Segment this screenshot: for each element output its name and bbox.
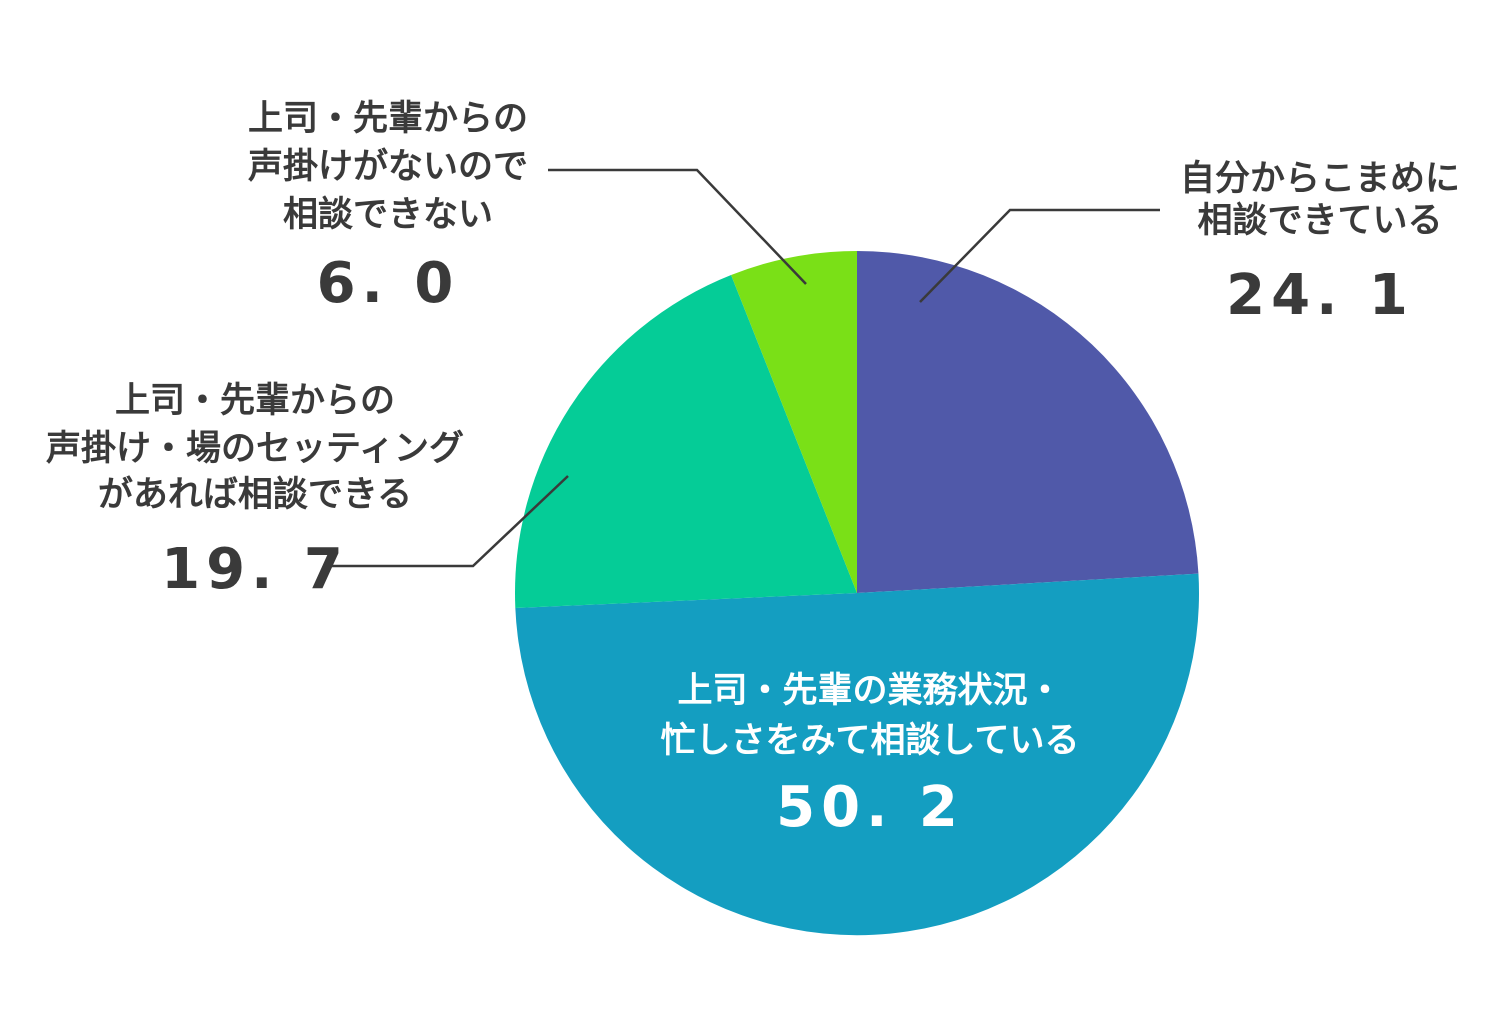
slice-label-2-line-1: 上司・先輩の業務状況・ xyxy=(677,671,1062,711)
slice-label-3-line-2: 声掛け・場のセッティング xyxy=(46,429,464,469)
slice-value-2: 50. 2 xyxy=(776,775,964,840)
slice-label-3-line-1: 上司・先輩からの xyxy=(115,381,395,421)
leader-line-3 xyxy=(328,475,569,568)
pie-slice-3 xyxy=(514,275,857,609)
slice-value-3: 19. 7 xyxy=(161,537,349,602)
slice-label-1-line-2: 相談できている xyxy=(1197,201,1442,241)
leader-line-1 xyxy=(919,208,1160,303)
leader-lines xyxy=(328,168,1160,568)
slice-label-2-line-2: 忙しさをみて相談している xyxy=(661,721,1080,761)
pie-slice-1 xyxy=(857,251,1199,593)
slice-label-4-line-1: 上司・先輩からの xyxy=(248,99,528,139)
pie-slices xyxy=(514,251,1200,936)
slice-label-3-line-3: があれば相談できる xyxy=(98,475,412,515)
slice-label-1-line-1: 自分からこまめに xyxy=(1180,159,1460,199)
slice-value-4: 6. 0 xyxy=(317,251,460,316)
slice-value-1: 24. 1 xyxy=(1226,263,1414,328)
leader-line-4 xyxy=(548,168,807,285)
slice-label-4-line-3: 相談できない xyxy=(283,195,493,235)
slice-label-4-line-2: 声掛けがないので xyxy=(248,147,528,187)
pie-slice-2 xyxy=(515,573,1200,936)
pie-slice-4 xyxy=(731,251,857,593)
